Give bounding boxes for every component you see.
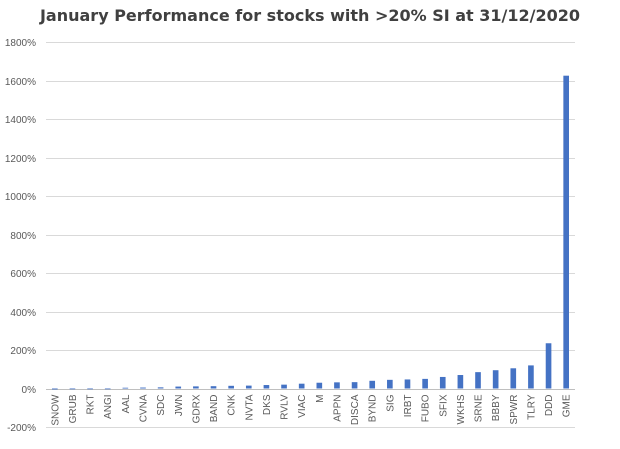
x-category-label: SDC (156, 395, 167, 416)
x-category-label: GRUB (68, 394, 79, 423)
gridlines (46, 42, 575, 428)
x-category-label: SIG (385, 394, 396, 411)
x-category-label: VIAC (297, 395, 308, 418)
x-category-label: BAND (209, 395, 220, 423)
bar-ddd (545, 343, 552, 389)
bar-nvta (245, 385, 252, 389)
y-tick-label: 1000% (5, 192, 36, 203)
y-axis-ticks: -200% 0% 200% 400% 600% 800% 1000% 1200% 1400% 16… (5, 38, 36, 434)
bar-tlry (528, 365, 534, 389)
bar-disca (351, 382, 358, 389)
x-category-label: BBBY (491, 394, 502, 421)
bar-m (316, 382, 323, 389)
y-tick-label: 200% (10, 346, 36, 357)
bar-rkt (87, 388, 93, 390)
y-tick-label: 600% (10, 269, 36, 280)
bar-angi (104, 388, 111, 390)
x-category-label: WKHS (456, 394, 467, 424)
x-category-label: JWN (174, 395, 185, 417)
x-category-label: ANGI (103, 395, 114, 419)
bar-gdrx (193, 386, 199, 389)
x-category-label: DKS (262, 394, 273, 415)
bar-sdc (157, 387, 164, 389)
bar-band (210, 386, 217, 389)
y-tick-label: -200% (7, 423, 36, 434)
y-tick-label: 1800% (5, 38, 36, 49)
x-category-label: RKT (86, 395, 97, 415)
x-category-label: FUBO (421, 394, 432, 422)
bar-bbby (492, 370, 499, 389)
bar-sfix (439, 376, 446, 389)
x-category-label: SPWR (509, 395, 520, 425)
bar-spwr (510, 368, 517, 389)
bar-cvna (140, 387, 146, 389)
bar-jwn (175, 386, 182, 389)
x-category-label: AAL (121, 394, 132, 413)
bar-aal (122, 387, 129, 389)
x-category-label: DDD (544, 395, 555, 417)
x-category-label: CVNA (138, 394, 149, 422)
x-category-label: CNK (227, 394, 238, 415)
x-category-label: M (315, 395, 326, 403)
bar-bynd (369, 380, 376, 389)
bar-viac (298, 383, 305, 389)
x-category-label: SFIX (438, 394, 449, 417)
bar-grub (69, 388, 76, 390)
x-category-label: BYND (368, 395, 379, 423)
x-category-label: SNOW (50, 394, 61, 426)
x-category-label: RVLV (280, 394, 291, 420)
y-tick-label: 1400% (5, 115, 36, 126)
y-tick-label: 1200% (5, 154, 36, 165)
bar-irbt (404, 379, 411, 389)
bar-sig (387, 379, 393, 389)
bar-appn (334, 382, 340, 389)
x-category-label: IRBT (403, 395, 414, 418)
chart-title: January Performance for stocks with >20%… (39, 6, 581, 25)
bar-gme (563, 75, 569, 389)
x-category-label: GDRX (191, 394, 202, 423)
y-tick-label: 1600% (5, 77, 36, 88)
x-category-label: GME (562, 394, 573, 417)
bar-dks (263, 385, 270, 389)
bar-srne (475, 372, 481, 389)
x-category-label: SRNE (474, 394, 485, 422)
bar-cnk (228, 385, 234, 389)
y-tick-label: 0% (22, 385, 37, 396)
x-category-label: TLRY (526, 394, 537, 420)
bar-fubo (422, 378, 428, 389)
x-category-label: NVTA (244, 394, 255, 420)
bar-snow (52, 388, 58, 390)
y-tick-label: 400% (10, 308, 36, 319)
x-axis-categories: SNOW GRUB RKT ANGI AAL CVNA SDC JWN GDRX BAND CNK N… (50, 394, 572, 426)
bar-wkhs (457, 375, 464, 389)
y-tick-label: 800% (10, 231, 36, 242)
x-category-label: DISCA (350, 394, 361, 425)
bar-rvlv (281, 384, 287, 389)
bars (52, 75, 569, 390)
x-category-label: APPN (332, 395, 343, 422)
